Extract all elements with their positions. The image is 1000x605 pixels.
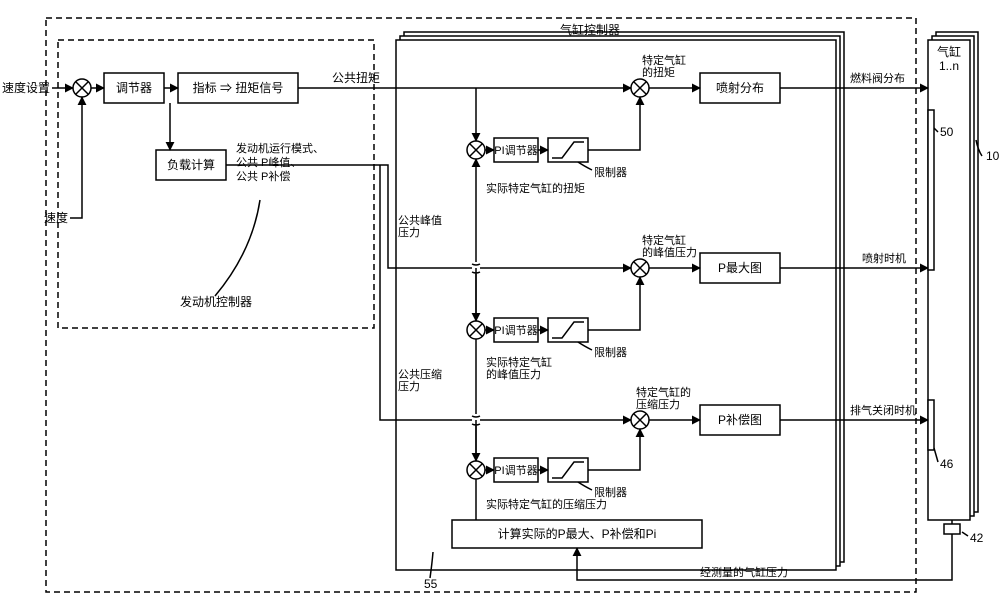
common-torque-label: 公共扭矩 [332,71,380,85]
cyl-torque-l2: 的扭矩 [642,65,675,79]
common-peak-l2: 压力 [398,226,420,239]
pi3-label: PI调节器 [494,464,537,477]
cyl-peak-l2: 的峰值压力 [642,245,697,259]
load-calc-label: 负载计算 [167,157,215,172]
lim2-label: 限制器 [594,346,627,359]
ref42-leader [962,532,968,536]
fuel-bar [928,110,934,270]
actual-peak-l1: 实际特定气缸 [486,355,552,369]
inj-timing-label: 喷射时机 [862,251,906,265]
engine-mode-text: 发动机运行模式、 [236,141,324,155]
actual-peak-l2: 的峰值压力 [486,367,541,381]
pi1-label: PI调节器 [494,144,537,157]
ref-42: 42 [970,531,984,545]
common-comp-l1: 公共压缩 [398,368,442,381]
sensor-box [944,524,960,534]
ref-50: 50 [940,125,954,139]
pcomp-label: P补偿图 [718,412,762,427]
speed-set-label: 速度设置 [2,80,50,95]
exhaust-label: 排气关闭时机 [850,403,916,417]
index-torque-label: 指标 ⇒ 扭矩信号 [193,80,284,95]
lim1-label: 限制器 [594,166,627,179]
ref-10: 10 [986,149,1000,163]
pmax-label: P最大图 [718,261,762,275]
speed-fb-line [70,97,82,218]
common-comp-l2: 压力 [398,380,420,393]
engine-ctrl-leader [215,200,260,296]
actual-comp-label: 实际特定气缸的压缩压力 [486,497,607,511]
inj-dist-label: 喷射分布 [716,80,764,95]
ref-55: 55 [424,577,438,591]
cyl-comp-l1: 特定气缸的 [636,385,691,399]
common-peak-l1: 公共峰值 [398,214,442,227]
engine-controller-label: 发动机控制器 [180,294,252,309]
common-ppeak-text: 公共 P峰值、 [236,156,301,169]
common-pcomp-text: 公共 P补偿 [236,169,290,183]
ref-46: 46 [940,457,954,471]
calc-label: 计算实际的P最大、P补偿和Pi [498,526,657,541]
lim3-label: 限制器 [594,486,627,499]
cyl-peak-l1: 特定气缸 [642,233,686,247]
cyl-ctrl-label: 气缸控制器 [560,22,620,37]
regulator-label: 调节器 [116,81,152,95]
measured-label: 经测量的气缸压力 [700,565,788,579]
cyl-range: 1..n [939,59,959,73]
fuel-valve-label: 燃料阀分布 [850,71,905,85]
cyl-label: 气缸 [937,44,961,59]
actual-torque-label: 实际特定气缸的扭矩 [486,181,585,195]
cyl-comp-l2: 压缩压力 [636,398,680,411]
cyl-torque-l1: 特定气缸 [642,53,686,67]
speed-label: 速度 [44,210,68,225]
exhaust-bar [928,400,934,450]
pi2-label: PI调节器 [494,324,537,337]
